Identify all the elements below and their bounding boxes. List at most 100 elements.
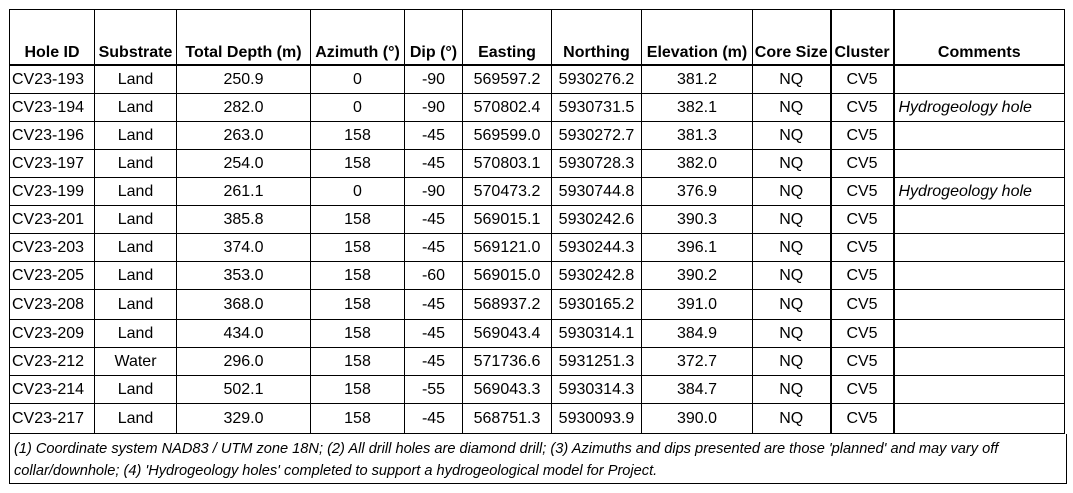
- header-easting: Easting: [462, 9, 552, 66]
- cell-easting: 568751.3: [462, 403, 552, 434]
- cell-northing: 5930272.7: [551, 121, 642, 150]
- cell-elevation: 381.2: [641, 64, 753, 94]
- cell-hole-id: CV23-212: [9, 347, 95, 376]
- cell-dip: -90: [404, 177, 463, 206]
- table-body: CV23-193 Land 250.9 0 -90 569597.2 5930276.2 38…: [9, 64, 1065, 434]
- cell-hole-id: CV23-193: [9, 64, 95, 94]
- cell-hole-id: CV23-197: [9, 149, 95, 178]
- table-row: CV23-203 Land 374.0 158 -45 569121.0 5930244.3…: [9, 233, 1065, 262]
- cell-total-depth: 353.0: [176, 261, 311, 290]
- cell-elevation: 382.0: [641, 149, 753, 178]
- table-row: CV23-208 Land 368.0 158 -45 568937.2 5930165.2…: [9, 289, 1065, 320]
- cell-cluster: CV5: [829, 177, 894, 206]
- table-row: CV23-197 Land 254.0 158 -45 570803.1 5930728.3…: [9, 149, 1065, 178]
- cell-elevation: 384.7: [641, 375, 753, 404]
- table-row: CV23-209 Land 434.0 158 -45 569043.4 5930314.1…: [9, 319, 1065, 348]
- table-row: CV23-217 Land 329.0 158 -45 568751.3 5930093.9…: [9, 403, 1065, 434]
- header-dip: Dip (°): [404, 9, 463, 66]
- cell-azimuth: 158: [310, 149, 405, 178]
- cell-easting: 569015.1: [462, 205, 552, 234]
- cell-northing: 5930093.9: [551, 403, 642, 434]
- cell-substrate: Land: [94, 403, 177, 434]
- cell-substrate: Land: [94, 319, 177, 348]
- cell-cluster: CV5: [829, 93, 894, 122]
- cell-core-size: NQ: [752, 233, 831, 262]
- cell-azimuth: 158: [310, 319, 405, 348]
- cell-easting: 568937.2: [462, 289, 552, 320]
- cell-comments: [892, 121, 1065, 150]
- cell-azimuth: 0: [310, 177, 405, 206]
- cell-northing: 5930165.2: [551, 289, 642, 320]
- cell-easting: 569597.2: [462, 64, 552, 94]
- cell-dip: -45: [404, 347, 463, 376]
- cell-total-depth: 434.0: [176, 319, 311, 348]
- cell-hole-id: CV23-199: [9, 177, 95, 206]
- cell-easting: 569043.4: [462, 319, 552, 348]
- cell-substrate: Land: [94, 177, 177, 206]
- cell-azimuth: 0: [310, 93, 405, 122]
- cell-total-depth: 374.0: [176, 233, 311, 262]
- cell-elevation: 382.1: [641, 93, 753, 122]
- cell-elevation: 372.7: [641, 347, 753, 376]
- header-comments: Comments: [892, 9, 1065, 66]
- cell-cluster: CV5: [829, 289, 894, 320]
- cell-hole-id: CV23-209: [9, 319, 95, 348]
- cell-northing: 5931251.3: [551, 347, 642, 376]
- cell-core-size: NQ: [752, 289, 831, 320]
- cell-comments: Hydrogeology hole: [892, 93, 1065, 122]
- cell-total-depth: 502.1: [176, 375, 311, 404]
- cell-hole-id: CV23-194: [9, 93, 95, 122]
- cell-easting: 570802.4: [462, 93, 552, 122]
- cell-northing: 5930314.1: [551, 319, 642, 348]
- table-row: CV23-193 Land 250.9 0 -90 569597.2 5930276.2 38…: [9, 64, 1065, 94]
- cell-substrate: Land: [94, 375, 177, 404]
- cell-hole-id: CV23-203: [9, 233, 95, 262]
- cell-azimuth: 158: [310, 205, 405, 234]
- cell-hole-id: CV23-214: [9, 375, 95, 404]
- cell-comments: [892, 289, 1065, 320]
- cell-elevation: 381.3: [641, 121, 753, 150]
- cell-northing: 5930728.3: [551, 149, 642, 178]
- header-substrate: Substrate: [94, 9, 177, 66]
- cell-core-size: NQ: [752, 64, 831, 94]
- table-row: CV23-212 Water 296.0 158 -45 571736.6 5931251.…: [9, 347, 1065, 376]
- cell-dip: -45: [404, 403, 463, 434]
- cell-dip: -45: [404, 233, 463, 262]
- header-elevation: Elevation (m): [641, 9, 753, 66]
- table-header-row: Hole ID Substrate Total Depth (m) Azimut…: [9, 9, 1065, 66]
- cell-elevation: 391.0: [641, 289, 753, 320]
- cell-core-size: NQ: [752, 149, 831, 178]
- cell-dip: -60: [404, 261, 463, 290]
- cell-comments: [892, 149, 1065, 178]
- cell-cluster: CV5: [829, 261, 894, 290]
- cell-easting: 569599.0: [462, 121, 552, 150]
- cell-dip: -45: [404, 205, 463, 234]
- cell-comments: [892, 319, 1065, 348]
- cell-azimuth: 158: [310, 233, 405, 262]
- cell-azimuth: 158: [310, 289, 405, 320]
- table-row: CV23-196 Land 263.0 158 -45 569599.0 5930272.7…: [9, 121, 1065, 150]
- cell-dip: -45: [404, 289, 463, 320]
- cell-total-depth: 263.0: [176, 121, 311, 150]
- cell-elevation: 384.9: [641, 319, 753, 348]
- cell-core-size: NQ: [752, 403, 831, 434]
- cell-northing: 5930244.3: [551, 233, 642, 262]
- cell-azimuth: 0: [310, 64, 405, 94]
- table-row: CV23-194 Land 282.0 0 -90 570802.4 5930731.5 38…: [9, 93, 1065, 122]
- cell-core-size: NQ: [752, 347, 831, 376]
- cell-comments: [892, 233, 1065, 262]
- cell-total-depth: 296.0: [176, 347, 311, 376]
- cell-cluster: CV5: [829, 205, 894, 234]
- cell-core-size: NQ: [752, 319, 831, 348]
- header-hole-id: Hole ID: [9, 9, 95, 66]
- header-cluster: Cluster: [829, 9, 894, 66]
- cell-cluster: CV5: [829, 403, 894, 434]
- table-row: CV23-205 Land 353.0 158 -60 569015.0 5930242.8…: [9, 261, 1065, 290]
- cell-total-depth: 282.0: [176, 93, 311, 122]
- cell-comments: [892, 403, 1065, 434]
- cell-total-depth: 254.0: [176, 149, 311, 178]
- header-azimuth: Azimuth (°): [310, 9, 405, 66]
- cell-core-size: NQ: [752, 93, 831, 122]
- cell-substrate: Land: [94, 289, 177, 320]
- cell-substrate: Land: [94, 261, 177, 290]
